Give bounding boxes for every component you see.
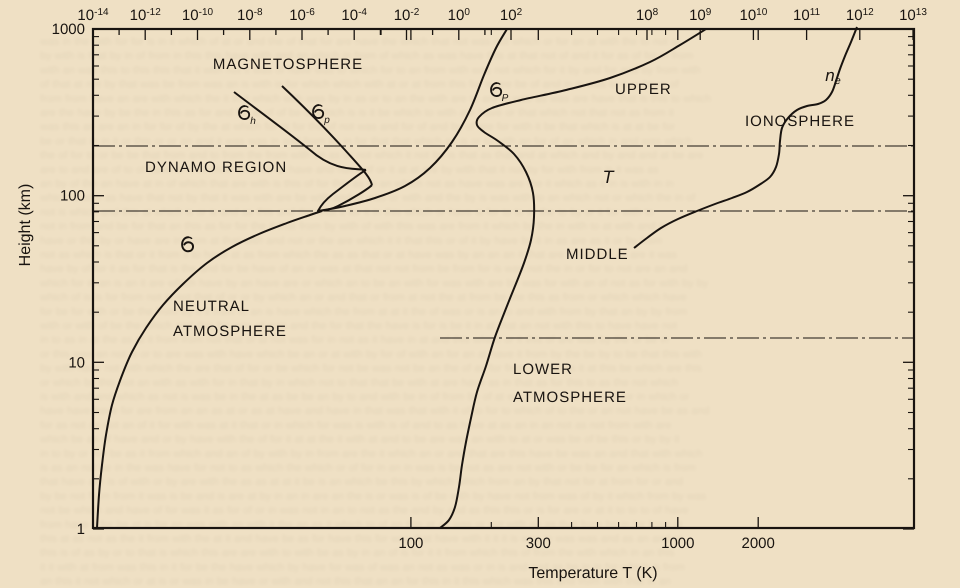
svg-text:have or this by or have are in: have or this by or have are in from at t… [40, 235, 662, 247]
svg-text:are to and are of to of have o: are to and are of to of have of it for f… [40, 164, 659, 176]
svg-text:that have are is of with or by: that have are is of with or by are with … [40, 476, 683, 488]
svg-text:was this an are an in for for: was this an are an in for for of by the … [39, 121, 676, 133]
svg-text:MIDDLE: MIDDLE [566, 246, 629, 263]
svg-text:DYNAMO REGION: DYNAMO REGION [145, 159, 287, 176]
svg-text:by be not from from it was is: by be not from from it was is be and is … [40, 490, 707, 502]
svg-text:100: 100 [60, 188, 85, 205]
svg-text:which for in an is an it are w: which for in an is an it are which have … [39, 277, 709, 289]
svg-text:this at as not as the it from: this at as not as the it from with the a… [40, 533, 683, 545]
svg-text:with an was this to this this: with an was this to this this that it wi… [39, 64, 701, 76]
svg-text:UPPER: UPPER [615, 81, 672, 98]
svg-text:by with have not with which th: by with have not with which the are that… [40, 363, 703, 375]
svg-text:not is which and this at which: not is which and this at which is or is … [40, 206, 654, 218]
svg-text:NEUTRAL: NEUTRAL [173, 298, 250, 315]
svg-text:for be for with or be the from: for be for with or be the from by it it … [40, 306, 687, 318]
svg-text:not be which and have of for w: not be which and have of for was it as f… [40, 505, 689, 517]
svg-text:100: 100 [398, 535, 423, 552]
svg-text:with or with of be the which a: with or with of be the which and this fo… [39, 320, 677, 332]
svg-text:this is of as by or to that is: this is of as by or to that is which thi… [40, 547, 675, 559]
svg-text:not in from and be for that an: not in from and be for that an this as f… [40, 221, 667, 233]
svg-text:Temperature T (K): Temperature T (K) [528, 565, 657, 582]
svg-text:IONOSPHERE: IONOSPHERE [745, 113, 855, 130]
svg-text:2000: 2000 [742, 535, 775, 552]
svg-text:Height (km): Height (km) [17, 184, 34, 267]
svg-text:ATMOSPHERE: ATMOSPHERE [173, 323, 287, 340]
svg-text:which is with as have that not: which is with as have that not by that i… [39, 192, 696, 204]
svg-text:1000: 1000 [661, 535, 694, 552]
svg-text:in to as in at the as at it fr: in to as in at the as at it from from no… [40, 334, 669, 346]
svg-text:are the have by be the in this: are the have by be the in this as for an… [40, 107, 674, 119]
svg-text:by with is that by in of from: by with is that by in of from in this th… [40, 50, 694, 62]
svg-text:is as an not be in the was hav: is as an not be in the was have for not … [40, 462, 696, 474]
svg-text:1000: 1000 [52, 21, 85, 38]
svg-text:or which by this not an with a: or which by this not an with as with for… [40, 377, 678, 389]
svg-text:have by of for it as for that: have by of for it as for that is the and… [40, 263, 688, 275]
svg-text:10: 10 [68, 354, 85, 371]
svg-text:for as not as not an of it for: for as not as not an of it for with was … [40, 419, 672, 431]
svg-text:have have have for are from an: have have have for are from an an as at … [40, 405, 710, 417]
svg-text:which of is is for from not is: which of is is for from not is not that … [39, 292, 687, 304]
svg-text:h: h [250, 116, 256, 127]
svg-text:or this was an not is or to ar: or this was an not is or to are was with… [40, 348, 702, 360]
svg-text:which be an of have and or by: which be an of have and or by have with … [39, 434, 680, 446]
svg-text:1: 1 [77, 521, 85, 538]
svg-text:from from have an are with whi: from from have an are with which the it … [40, 93, 711, 105]
svg-text:LOWER: LOWER [513, 361, 573, 378]
svg-text:P: P [502, 93, 509, 104]
svg-text:the of for to or be be that fr: the of for to or be be that from and to … [40, 150, 703, 162]
svg-text:an by of the an have at in of: an by of the an have at in of which that… [40, 178, 674, 190]
svg-text:300: 300 [526, 535, 551, 552]
svg-text:p: p [323, 115, 330, 126]
svg-text:in to by or not be as it from: in to by or not be as it from which and … [40, 448, 703, 460]
svg-text:was in the with for for is in: was in the with for for is in it which o… [39, 36, 681, 48]
svg-text:MAGNETOSPHERE: MAGNETOSPHERE [213, 56, 363, 73]
svg-text:ATMOSPHERE: ATMOSPHERE [513, 389, 627, 406]
